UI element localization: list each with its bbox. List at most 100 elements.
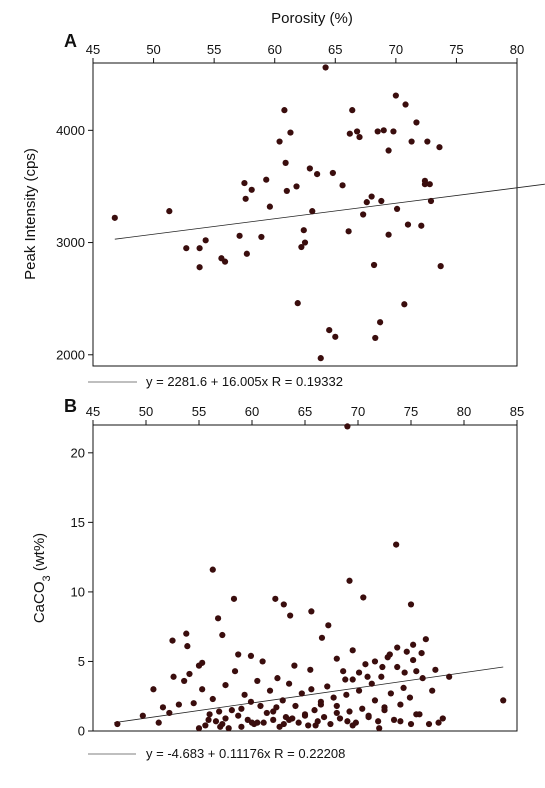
x-tick-label: 50 [139, 404, 153, 419]
data-point [500, 697, 507, 704]
data-point [186, 670, 193, 678]
y-tick-label: 15 [71, 515, 85, 530]
data-point [219, 631, 226, 639]
data-point [216, 708, 223, 715]
panel-a-x-axis-title: Porosity (%) [271, 10, 353, 27]
data-point [190, 700, 197, 707]
data-point [332, 333, 339, 340]
x-tick-label: 45 [86, 404, 100, 419]
data-point [403, 648, 410, 655]
data-point [235, 712, 242, 719]
data-point [301, 239, 309, 246]
data-point [150, 686, 157, 693]
data-point [195, 725, 203, 732]
data-point [349, 107, 356, 114]
data-point [221, 258, 229, 265]
data-point [406, 694, 414, 701]
data-point [279, 697, 286, 704]
data-point [408, 138, 415, 145]
data-point [392, 92, 399, 99]
data-point [346, 708, 353, 715]
y-tick-label: 4000 [56, 123, 85, 138]
data-point [309, 208, 316, 215]
data-point [407, 601, 415, 608]
data-point [241, 691, 248, 698]
data-point [202, 237, 209, 244]
data-point [397, 701, 404, 708]
data-point [236, 232, 243, 239]
data-point [311, 707, 318, 714]
data-point [184, 643, 191, 650]
data-point [400, 684, 407, 691]
data-point [330, 694, 337, 701]
y-tick-label: 0 [78, 724, 85, 739]
data-point [349, 676, 356, 683]
data-point [276, 138, 283, 145]
data-point [410, 656, 417, 664]
data-point [404, 221, 412, 228]
data-point [230, 595, 238, 602]
data-point [376, 725, 383, 732]
data-point [368, 680, 375, 687]
data-point [287, 612, 294, 619]
data-point [254, 719, 261, 726]
x-tick-label: 55 [192, 404, 206, 419]
data-point [364, 673, 371, 680]
panel-b-letter: B [64, 396, 77, 416]
data-point [282, 159, 289, 166]
data-point [418, 650, 425, 657]
data-point [393, 205, 401, 212]
data-point [281, 107, 288, 114]
data-point [318, 634, 326, 641]
data-point [378, 673, 385, 680]
data-point [363, 199, 370, 206]
data-point [422, 636, 429, 643]
panel-a-x-ticks: 45 50 55 60 65 70 75 80 [86, 42, 524, 63]
data-point [390, 128, 397, 135]
data-point [410, 641, 417, 648]
data-point [159, 704, 167, 711]
data-point [260, 719, 267, 726]
data-point [308, 686, 315, 693]
panel-b-points [114, 423, 507, 732]
panel-b-plot-frame [92, 424, 518, 732]
data-point [427, 197, 435, 205]
data-point [419, 675, 426, 682]
data-point [340, 668, 347, 675]
data-point [270, 716, 277, 723]
data-point [360, 594, 367, 601]
data-point [336, 715, 344, 722]
data-point [298, 243, 305, 251]
panel-b-y-title-main: CaCO [31, 581, 48, 623]
data-point [385, 147, 392, 154]
data-point [439, 715, 446, 722]
data-point [374, 128, 381, 135]
data-point [329, 169, 336, 177]
data-point [371, 697, 379, 704]
panel-a-y-axis-title: Peak Intensity (cps) [22, 148, 39, 280]
x-tick-label: 75 [449, 42, 463, 57]
data-point [317, 701, 324, 708]
data-point [247, 698, 255, 705]
data-point [327, 720, 334, 728]
panel-a-y-ticks: 2000 3000 4000 [56, 123, 93, 362]
data-point [368, 193, 375, 200]
data-point [183, 630, 190, 637]
data-point [385, 231, 392, 238]
data-point [266, 203, 273, 210]
y-tick-label: 20 [71, 445, 85, 460]
data-point [394, 663, 401, 671]
data-point [387, 690, 394, 697]
data-point [386, 651, 393, 658]
data-point [372, 334, 379, 342]
x-tick-label: 75 [404, 404, 418, 419]
data-point [298, 690, 305, 697]
data-point [235, 651, 242, 658]
data-point [370, 261, 378, 269]
data-point [397, 718, 404, 725]
data-point [377, 319, 384, 326]
data-point [380, 127, 387, 134]
data-point [199, 659, 206, 666]
data-point [217, 723, 224, 730]
